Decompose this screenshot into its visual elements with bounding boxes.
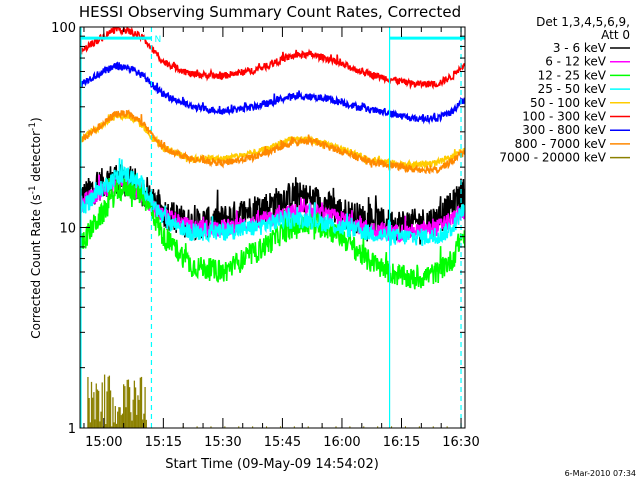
- legend-entry: 800 - 7000 keV: [515, 137, 630, 151]
- y-tick-label: 1: [68, 422, 76, 437]
- series-line: [80, 27, 465, 90]
- series-800-7000kev: [80, 109, 465, 175]
- series-layer: [80, 27, 465, 428]
- series-line: [80, 61, 465, 125]
- x-tick-label: 16:00: [323, 435, 360, 450]
- x-axis: 15:00 15:15 15:30 15:45 16:00 16:15 16:30: [83, 27, 480, 450]
- series-100-300kev: [80, 27, 465, 90]
- x-tick-label: 15:45: [264, 435, 301, 450]
- x-tick-label: 15:15: [145, 435, 182, 450]
- series-line: [80, 109, 465, 175]
- legend-entry: 6 - 12 keV: [545, 55, 630, 69]
- series-line: [80, 158, 465, 247]
- series-7000-20000kev: [87, 374, 448, 428]
- legend-entry: 100 - 300 keV: [522, 110, 630, 124]
- series-12-25kev: [80, 174, 465, 290]
- legend-header-line: Det 1,3,4,5,6,9,: [536, 15, 630, 29]
- x-tick-label: 16:15: [383, 435, 420, 450]
- y-axis-label-end: ): [29, 117, 43, 122]
- marker-label: N: [154, 35, 161, 45]
- legend-entry: 12 - 25 keV: [538, 68, 630, 82]
- x-axis-label: Start Time (09-May-09 14:54:02): [165, 457, 379, 472]
- x-tick-label: 15:00: [85, 435, 122, 450]
- footer-date: 6-Mar-2010 07:34: [565, 469, 636, 478]
- legend-entry: 50 - 100 keV: [530, 96, 630, 110]
- legend-entry: 300 - 800 keV: [522, 123, 630, 137]
- overlay-layer: N: [80, 27, 465, 428]
- series-line: [80, 174, 465, 290]
- legend-label: 12 - 25 keV: [538, 68, 607, 82]
- legend-entry: 25 - 50 keV: [538, 82, 630, 96]
- legend-entry: 3 - 6 keV: [553, 41, 630, 55]
- x-tick-label: 15:30: [204, 435, 241, 450]
- y-axis: 1 10 100: [51, 21, 465, 437]
- y-tick-label: 10: [59, 222, 76, 237]
- y-axis-label-mid: detector: [29, 131, 43, 186]
- legend-header-line: Att 0: [601, 28, 630, 42]
- chart-title: HESSI Observing Summary Count Rates, Cor…: [79, 3, 461, 21]
- legend-entry: 7000 - 20000 keV: [499, 151, 630, 165]
- y-axis-label-sup1: -1: [28, 185, 38, 194]
- y-axis-label-sup2: -1: [28, 122, 38, 131]
- series-300-800kev: [80, 61, 465, 125]
- series-25-50kev: [80, 158, 465, 247]
- legend-label: 7000 - 20000 keV: [499, 151, 606, 165]
- legend-label: 50 - 100 keV: [530, 96, 607, 110]
- legend-label: 3 - 6 keV: [553, 41, 607, 55]
- legend-label: 800 - 7000 keV: [515, 137, 607, 151]
- y-axis-label-main: Corrected Count Rate (s: [29, 194, 43, 338]
- legend-label: 25 - 50 keV: [538, 82, 607, 96]
- legend-header: Det 1,3,4,5,6,9,Att 0: [536, 15, 630, 42]
- y-tick-label: 100: [51, 21, 76, 36]
- legend-label: 6 - 12 keV: [545, 55, 607, 69]
- y-axis-label: Corrected Count Rate (s-1 detector-1): [28, 117, 43, 338]
- legend-label: 100 - 300 keV: [522, 110, 606, 124]
- legend-label: 300 - 800 keV: [522, 123, 606, 137]
- x-tick-label: 16:30: [442, 435, 479, 450]
